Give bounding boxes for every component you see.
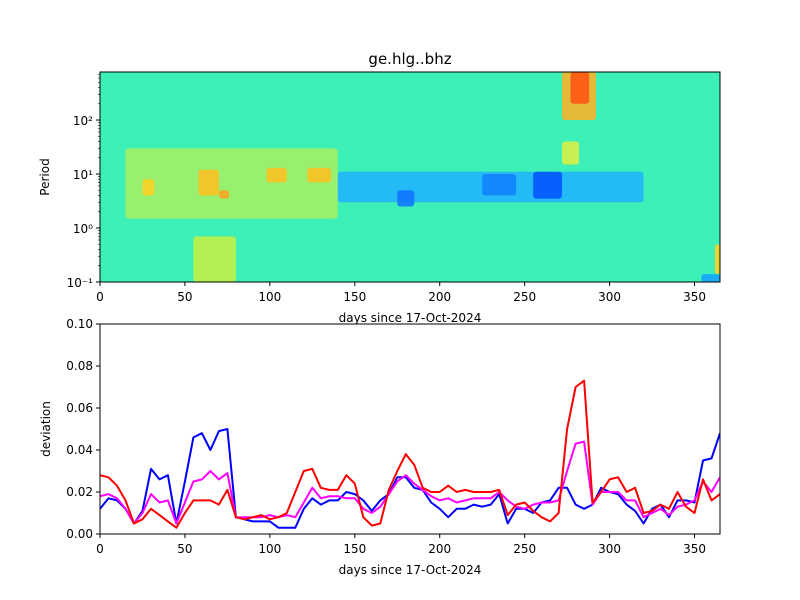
bottom-xtick-label: 0 xyxy=(96,542,104,556)
top-ytick-label: 10⁻¹ xyxy=(67,276,94,290)
spectrogram-region-10 xyxy=(533,171,563,199)
bottom-ytick-label: 0.08 xyxy=(66,359,93,373)
top-xtick-label: 300 xyxy=(598,290,621,304)
deviation-axes: 0 50 100 150 200 250 300 350 0.00 0.02 0.04 0.06 0.0… xyxy=(66,317,721,556)
spectrogram-region-8 xyxy=(397,190,415,207)
top-frame xyxy=(99,71,721,283)
bottom-ytick-label: 0.10 xyxy=(66,317,93,331)
bottom-xtick-label: 100 xyxy=(258,542,281,556)
top-xtick-label: 250 xyxy=(513,290,536,304)
series-magenta-line xyxy=(100,440,720,525)
top-xlabel: days since 17-Oct-2024 xyxy=(339,311,482,325)
bottom-xlabel: days since 17-Oct-2024 xyxy=(339,563,482,577)
spectrogram-region-13 xyxy=(562,141,580,165)
top-title: ge.hlg..bhz xyxy=(368,50,451,68)
series-red-line xyxy=(100,379,720,529)
top-ytick-label: 10⁰ xyxy=(73,222,93,236)
bottom-xtick-label: 300 xyxy=(598,542,621,556)
spectrogram-region-2 xyxy=(142,179,155,196)
spectrogram-region-6 xyxy=(307,167,332,183)
spectrogram-region-15 xyxy=(714,244,720,275)
spectrogram-region-9 xyxy=(482,174,517,196)
top-xtick-label: 150 xyxy=(343,290,366,304)
spectrogram-axes: 0 50 100 150 200 250 300 350 10⁻¹ 10⁰ 10¹ 10² xyxy=(67,71,721,304)
top-ytick-label: 10¹ xyxy=(73,168,93,182)
top-xtick-label: 0 xyxy=(96,290,104,304)
bottom-ytick-label: 0.06 xyxy=(66,401,93,415)
bottom-ytick-label: 0.02 xyxy=(66,485,93,499)
spectrogram-region-5 xyxy=(266,167,287,183)
bottom-xtick-label: 200 xyxy=(428,542,451,556)
bottom-xtick-label: 350 xyxy=(683,542,706,556)
bottom-xtick-label: 50 xyxy=(177,542,192,556)
top-xtick-label: 100 xyxy=(258,290,281,304)
top-xtick-label: 200 xyxy=(428,290,451,304)
top-xtick-label: 350 xyxy=(683,290,706,304)
bottom-ylabel: deviation xyxy=(39,401,53,457)
series-blue-line xyxy=(100,428,720,529)
bottom-frame xyxy=(99,323,721,535)
spectrogram-image xyxy=(100,72,720,282)
top-xtick-label: 50 xyxy=(177,290,192,304)
spectrogram-region-4 xyxy=(218,190,230,199)
spectrogram-region-0 xyxy=(125,148,338,219)
spectrogram-region-1 xyxy=(193,236,236,282)
bottom-ytick-label: 0.00 xyxy=(66,527,93,541)
spectrogram-region-12 xyxy=(570,72,590,104)
bottom-ytick-label: 0.04 xyxy=(66,443,93,457)
spectrogram-region-3 xyxy=(198,169,219,196)
spectrogram-region-14 xyxy=(701,274,720,282)
top-ylabel: Period xyxy=(38,158,52,195)
top-ytick-label: 10² xyxy=(73,114,93,128)
bottom-xtick-label: 250 xyxy=(513,542,536,556)
bottom-xtick-label: 150 xyxy=(343,542,366,556)
